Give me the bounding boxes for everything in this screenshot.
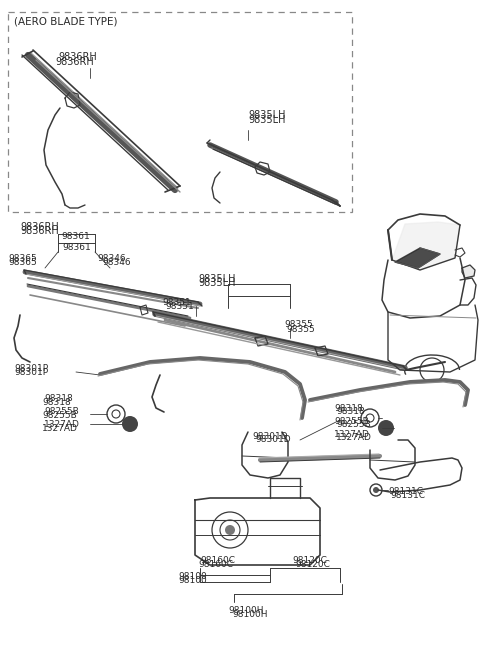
- Text: 98365: 98365: [8, 254, 37, 263]
- Text: 1327AD: 1327AD: [336, 433, 372, 442]
- Text: 98301D: 98301D: [252, 432, 288, 441]
- Polygon shape: [392, 222, 460, 270]
- Text: 98100: 98100: [178, 576, 207, 585]
- Text: 98100: 98100: [178, 572, 207, 581]
- Text: 98351: 98351: [165, 302, 194, 311]
- Text: 98346: 98346: [97, 254, 126, 263]
- Text: 98255B: 98255B: [334, 417, 369, 426]
- Text: 98365: 98365: [8, 258, 37, 267]
- Bar: [8, 12, 352, 212]
- Text: 9835LH: 9835LH: [248, 110, 286, 120]
- Text: 9835LH: 9835LH: [248, 115, 286, 125]
- Text: 98100H: 98100H: [228, 606, 264, 615]
- Circle shape: [378, 420, 394, 436]
- Circle shape: [225, 525, 235, 535]
- Text: 98318: 98318: [334, 404, 363, 413]
- Text: (AERO BLADE TYPE): (AERO BLADE TYPE): [14, 16, 118, 26]
- Text: 98255B: 98255B: [44, 407, 79, 416]
- Text: 98301P: 98301P: [14, 364, 48, 373]
- Text: 1327AD: 1327AD: [42, 424, 78, 433]
- Text: 98131C: 98131C: [388, 487, 423, 496]
- Text: 98120C: 98120C: [295, 560, 330, 569]
- Text: 98318: 98318: [42, 398, 71, 407]
- Text: 98100H: 98100H: [232, 610, 267, 619]
- Text: 98355: 98355: [284, 320, 313, 329]
- Text: 9835LH: 9835LH: [198, 278, 236, 288]
- Text: 1327AD: 1327AD: [44, 420, 80, 429]
- Text: 98318: 98318: [44, 394, 73, 403]
- Text: 9836RH: 9836RH: [20, 222, 59, 232]
- Text: 98160C: 98160C: [198, 560, 233, 569]
- Text: 98120C: 98120C: [292, 556, 327, 565]
- Circle shape: [373, 487, 379, 493]
- Text: 98160C: 98160C: [200, 556, 235, 565]
- Text: 1327AD: 1327AD: [334, 430, 370, 439]
- Text: 98131C: 98131C: [390, 491, 425, 500]
- Text: 98255B: 98255B: [336, 420, 371, 429]
- Text: 98301D: 98301D: [255, 435, 290, 444]
- Text: 98355: 98355: [286, 325, 315, 334]
- Polygon shape: [462, 265, 475, 278]
- Text: 98255B: 98255B: [42, 411, 77, 420]
- Text: 98361: 98361: [61, 232, 90, 241]
- Text: 98301P: 98301P: [14, 368, 48, 377]
- Text: 98361: 98361: [62, 243, 91, 252]
- Text: 98351: 98351: [162, 298, 191, 307]
- Text: 98346: 98346: [102, 258, 131, 267]
- Text: 9836RH: 9836RH: [20, 226, 59, 236]
- Text: 98318: 98318: [336, 407, 365, 416]
- Text: 9835LH: 9835LH: [198, 274, 236, 284]
- Circle shape: [122, 416, 138, 432]
- Text: 9836RH: 9836RH: [58, 52, 97, 62]
- Polygon shape: [395, 248, 440, 268]
- Text: 9836RH: 9836RH: [55, 57, 94, 67]
